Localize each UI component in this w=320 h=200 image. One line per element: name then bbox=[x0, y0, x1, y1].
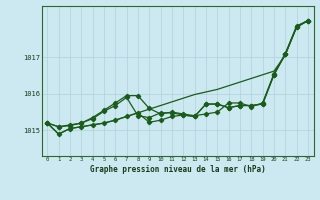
X-axis label: Graphe pression niveau de la mer (hPa): Graphe pression niveau de la mer (hPa) bbox=[90, 165, 266, 174]
